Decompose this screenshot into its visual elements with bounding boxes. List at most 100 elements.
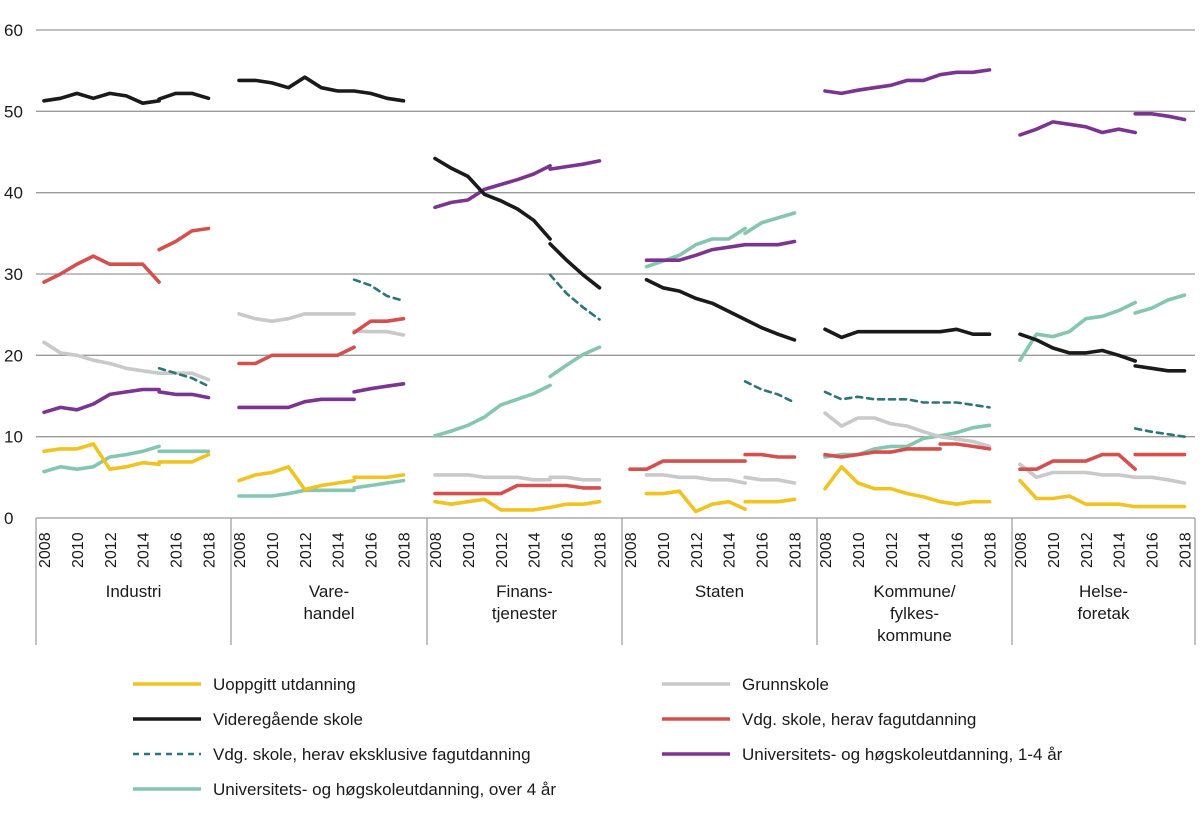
panel-label: Kommune/ xyxy=(873,582,955,601)
panel-label: Helse- xyxy=(1079,582,1128,601)
y-tick-label: 50 xyxy=(4,102,23,121)
panel-label: handel xyxy=(303,604,354,623)
series-line-vgs xyxy=(825,329,990,337)
legend-item: Vdg. skole, herav eksklusive fagutdannin… xyxy=(133,745,531,764)
x-tick-label: 2008 xyxy=(1013,532,1030,568)
series-line-fag xyxy=(550,486,599,488)
x-tick-label: 2012 xyxy=(494,532,511,568)
legend-item: Uoppgitt utdanning xyxy=(133,675,356,694)
x-tick-label: 2010 xyxy=(265,532,282,568)
legend-label: Grunnskole xyxy=(742,675,829,694)
series-line-grunn xyxy=(1135,477,1184,483)
series-line-uh14 xyxy=(745,242,794,245)
x-tick-label: 2008 xyxy=(818,532,835,568)
series-line-uopp xyxy=(745,499,794,501)
x-tick-label: 2008 xyxy=(37,532,54,568)
legend-item: Vdg. skole, herav fagutdanning xyxy=(662,710,976,729)
x-tick-label: 2014 xyxy=(331,532,348,568)
series-line-grunn xyxy=(745,477,794,483)
series-line-vgs xyxy=(435,159,550,240)
series-line-uopp xyxy=(159,455,208,462)
panel-label: kommune xyxy=(877,626,952,645)
x-tick-label: 2014 xyxy=(527,532,544,568)
series-line-uh14 xyxy=(825,70,990,94)
x-tick-label: 2010 xyxy=(70,532,87,568)
x-tick-label: 2010 xyxy=(1046,532,1063,568)
x-tick-label: 2018 xyxy=(397,532,414,568)
y-tick-label: 10 xyxy=(4,428,23,447)
series-line-uh4 xyxy=(1135,295,1184,313)
series-line-uopp xyxy=(550,502,599,508)
x-tick-label: 2018 xyxy=(593,532,610,568)
panel-label: Industri xyxy=(106,582,162,601)
x-tick-label: 2018 xyxy=(983,532,1000,568)
series-line-uh14 xyxy=(239,399,354,407)
x-tick-label: 2012 xyxy=(689,532,706,568)
series-line-fag xyxy=(159,229,208,250)
series-line-uh14 xyxy=(44,390,159,413)
series-line-grunn xyxy=(44,342,159,373)
series-line-uh4 xyxy=(550,347,599,376)
x-tick-label: 2014 xyxy=(917,532,934,568)
series-line-fag xyxy=(435,486,550,494)
series-line-grunn xyxy=(647,475,746,483)
panel-label: foretak xyxy=(1078,604,1130,623)
x-tick-label: 2016 xyxy=(169,532,186,568)
x-tick-label: 2012 xyxy=(298,532,315,568)
x-tick-label: 2010 xyxy=(851,532,868,568)
y-tick-label: 60 xyxy=(4,21,23,40)
legend-label: Vdg. skole, herav fagutdanning xyxy=(742,710,976,729)
x-tick-label: 2010 xyxy=(656,532,673,568)
series-line-uh4 xyxy=(239,490,354,496)
series-line-eksfag xyxy=(1135,429,1184,437)
x-tick-label: 2018 xyxy=(788,532,805,568)
x-tick-label: 2016 xyxy=(1145,532,1162,568)
x-tick-label: 2008 xyxy=(232,532,249,568)
panel-label: Vare- xyxy=(309,582,349,601)
legend-label: Videregående skole xyxy=(213,710,363,729)
legend-item: Grunnskole xyxy=(662,675,829,694)
panel-label: tjenester xyxy=(492,604,558,623)
x-tick-label: 2014 xyxy=(136,532,153,568)
panel-label: fylkes- xyxy=(890,604,939,623)
legend-label: Vdg. skole, herav eksklusive fagutdannin… xyxy=(213,745,531,764)
series-line-uopp xyxy=(354,475,403,477)
series-line-vgs xyxy=(159,93,208,99)
series-line-vgs xyxy=(1020,334,1135,361)
x-tick-label: 2008 xyxy=(623,532,640,568)
legend-label: Universitets- og høgskoleutdanning, 1-4 … xyxy=(742,745,1063,764)
x-tick-label: 2012 xyxy=(884,532,901,568)
series-line-uopp xyxy=(825,467,990,504)
series-line-vgs xyxy=(550,244,599,288)
series-line-uh4 xyxy=(354,481,403,488)
series-line-fag xyxy=(44,256,159,282)
series-line-uopp xyxy=(1020,481,1185,507)
legend-label: Universitets- og høgskoleutdanning, over… xyxy=(213,780,556,799)
series-line-uopp xyxy=(239,467,354,490)
series-line-uh14 xyxy=(550,161,599,169)
series-line-eksfag xyxy=(354,280,403,301)
x-tick-label: 2012 xyxy=(1079,532,1096,568)
series-line-vgs xyxy=(44,93,159,103)
series-line-fag xyxy=(1020,455,1135,470)
x-tick-label: 2008 xyxy=(428,532,445,568)
series-line-vgs xyxy=(239,77,404,101)
series-line-uh14 xyxy=(1020,122,1135,135)
y-tick-label: 30 xyxy=(4,265,23,284)
x-tick-label: 2012 xyxy=(103,532,120,568)
series-line-vgs xyxy=(1135,366,1184,371)
x-tick-label: 2016 xyxy=(950,532,967,568)
x-tick-label: 2018 xyxy=(1178,532,1195,568)
x-tick-label: 2018 xyxy=(202,532,219,568)
panel-label: Finans- xyxy=(496,582,553,601)
legend-item: Universitets- og høgskoleutdanning, 1-4 … xyxy=(662,745,1063,764)
series-line-grunn xyxy=(435,475,550,480)
series-line-uh14 xyxy=(159,392,208,398)
y-tick-label: 20 xyxy=(4,346,23,365)
series-line-grunn xyxy=(354,331,403,335)
series-line-uh4 xyxy=(745,213,794,233)
x-tick-label: 2014 xyxy=(722,532,739,568)
series-line-grunn xyxy=(239,314,354,321)
x-tick-label: 2010 xyxy=(461,532,478,568)
